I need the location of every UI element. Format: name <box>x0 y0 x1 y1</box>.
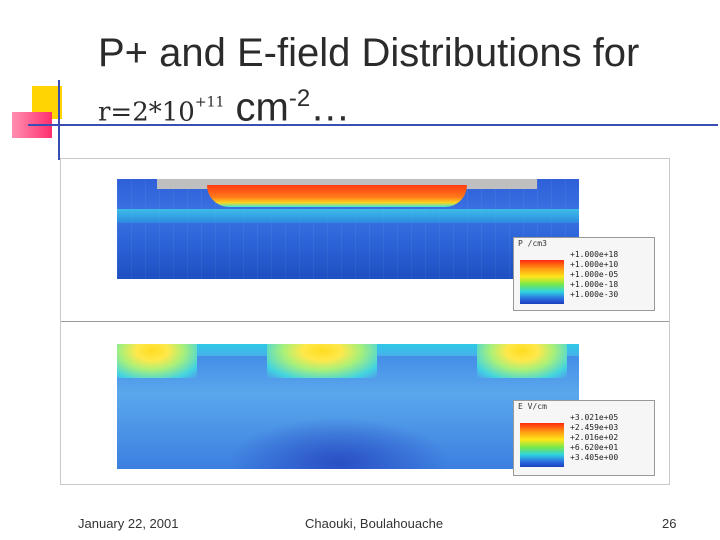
field-hotspot-right <box>477 344 567 378</box>
slide-title: P+ and E-field Distributions for r=2*10+… <box>98 30 708 135</box>
legend-label: +2.459e+03 <box>570 423 619 432</box>
title-unit: cm <box>235 85 289 130</box>
legend-label: +6.620e+01 <box>570 443 619 452</box>
legend-labels: +3.021e+05 +2.459e+03 +2.016e+02 +6.620e… <box>570 413 618 463</box>
legend-label: +1.000e-05 <box>570 270 619 279</box>
simulation-figure: P /cm3 +1.000e+18 +1.000e+10 +1.000e-05 … <box>60 158 670 485</box>
hole-density-legend: P /cm3 +1.000e+18 +1.000e+10 +1.000e-05 … <box>513 237 655 311</box>
legend-label: +2.016e+02 <box>570 433 619 442</box>
legend-label: +3.021e+05 <box>570 413 619 422</box>
title-unit-exponent: -2 <box>288 85 311 112</box>
footer-date: January 22, 2001 <box>78 516 179 531</box>
title-variable-exponent: +11 <box>194 94 225 111</box>
electric-field-legend: E V/cm +3.021e+05 +2.459e+03 +2.016e+02 … <box>513 400 655 476</box>
high-density-region <box>207 185 467 207</box>
field-hotspot-middle <box>267 344 377 378</box>
footer-authors: Chaouki, Boulahouache <box>305 516 444 531</box>
title-line-1: P+ and E-field Distributions for <box>98 31 640 75</box>
legend-color-bar <box>520 260 564 304</box>
legend-label: +3.405e+00 <box>570 453 619 462</box>
legend-unit-label: E V/cm <box>518 402 547 411</box>
transition-band <box>117 209 579 223</box>
slide-number: 26 <box>662 516 677 531</box>
panel-separator <box>61 321 669 322</box>
title-line-2: r=2*10+11 cm-2… <box>98 76 708 135</box>
hole-density-map <box>117 179 579 279</box>
title-variable: r=2*10 <box>98 97 195 128</box>
legend-color-bar <box>520 423 564 467</box>
field-hotspot-left <box>117 344 197 378</box>
decor-horizontal-line <box>28 124 718 126</box>
legend-label: +1.000e-30 <box>570 290 619 299</box>
device-top-cap <box>157 179 537 189</box>
legend-label: +1.000e+18 <box>570 250 619 259</box>
legend-label: +1.000e-18 <box>570 280 619 289</box>
legend-label: +1.000e+10 <box>570 260 619 269</box>
title-ellipsis: … <box>310 85 351 130</box>
legend-labels: +1.000e+18 +1.000e+10 +1.000e-05 +1.000e… <box>570 250 618 300</box>
electric-field-map <box>117 344 579 469</box>
legend-unit-label: P /cm3 <box>518 239 547 248</box>
decor-vertical-line <box>58 80 60 160</box>
